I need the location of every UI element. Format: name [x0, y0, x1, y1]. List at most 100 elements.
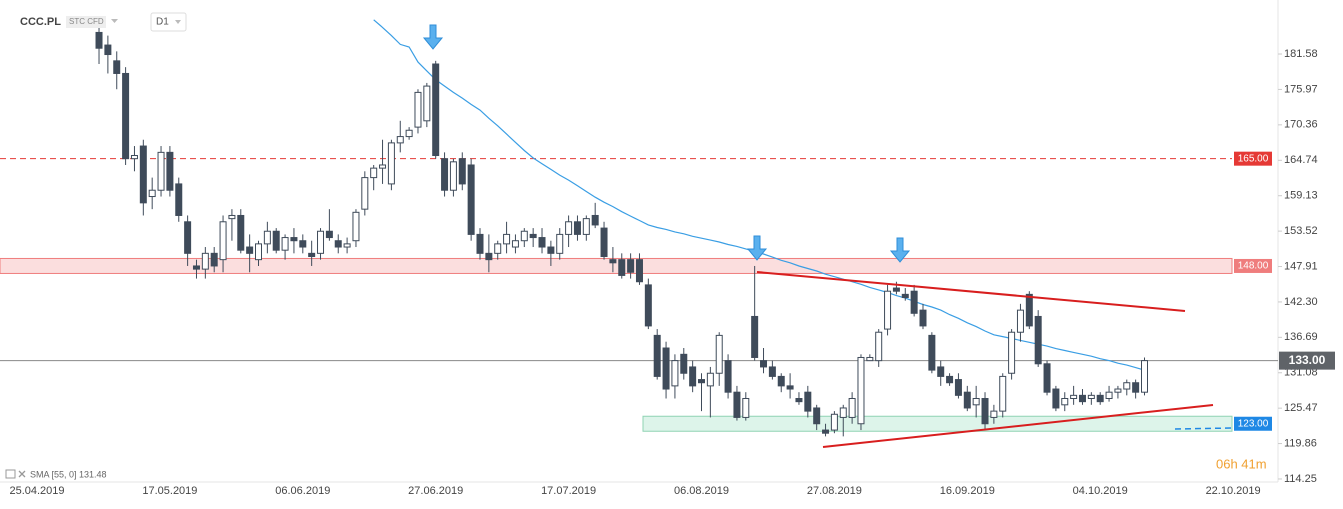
candle-body [671, 360, 679, 387]
level-label-box [1234, 258, 1272, 273]
candle-body [760, 360, 768, 368]
candle-body [618, 259, 626, 276]
candle-body [432, 63, 440, 157]
candle-body [441, 158, 449, 191]
candle-body [246, 246, 254, 254]
candle-body [272, 230, 280, 251]
plot-frame [0, 0, 1279, 483]
candle-body [370, 167, 378, 179]
candle-body [786, 385, 794, 390]
candle-body [689, 366, 697, 387]
timeframe: D1 [156, 17, 169, 28]
candle-body [1078, 394, 1086, 403]
candle-body [308, 252, 316, 257]
candle-body [122, 72, 130, 160]
timer: 06h 41m [1216, 456, 1267, 471]
candle-body [130, 155, 138, 160]
candle-body [184, 221, 192, 254]
y-tick-label: 175.97 [1284, 83, 1318, 95]
level-label: 148.00 [1238, 261, 1269, 272]
candle-body [1016, 309, 1024, 333]
remove-icon[interactable] [18, 470, 26, 478]
x-tick-label: 06.08.2019 [674, 485, 729, 497]
y-tick-label: 136.69 [1284, 331, 1318, 343]
candle-body [875, 331, 883, 362]
y-tick-label: 147.91 [1284, 260, 1318, 272]
candle-body [352, 211, 360, 242]
level-zone [0, 257, 1233, 274]
candle-body [210, 252, 218, 267]
candle-body [981, 398, 989, 425]
dropdown-icon[interactable] [111, 19, 118, 23]
candle-body [255, 243, 262, 261]
candle-body [556, 233, 564, 254]
level-label: 123.00 [1238, 418, 1269, 429]
candle-body [148, 189, 156, 198]
candle-body [591, 214, 599, 226]
candle-body [901, 293, 909, 299]
candle-body [1008, 331, 1016, 374]
candle-body [1034, 315, 1042, 365]
candle-body [662, 347, 670, 390]
y-tick-label: 131.08 [1284, 367, 1318, 379]
indicator-label: SMA [55, 0] 131.48 [30, 469, 107, 479]
candle-body [768, 366, 776, 377]
down-arrow [422, 24, 444, 50]
candle-body [299, 240, 307, 248]
y-tick-label: 170.36 [1284, 119, 1318, 131]
candle-body [1025, 293, 1033, 327]
x-tick-label: 27.06.2019 [408, 485, 463, 497]
dropdown-icon [175, 20, 181, 24]
y-tick-label: 164.74 [1284, 154, 1318, 166]
x-tick-label: 25.04.2019 [9, 485, 64, 497]
candle-body [724, 360, 732, 393]
candle-body [423, 85, 431, 122]
candle-body [228, 214, 236, 220]
down-arrow [746, 235, 768, 261]
header: CCC.PL STC CFD D1 [20, 12, 187, 32]
trendline [822, 404, 1214, 448]
candle-body [325, 230, 333, 239]
candle-body [317, 230, 325, 254]
arrows [422, 24, 911, 263]
candle-body [653, 334, 661, 377]
timeframe-select[interactable] [150, 12, 187, 32]
candle-body [680, 353, 688, 374]
candle-body [1061, 398, 1069, 406]
candle-body [503, 233, 511, 245]
candle-body [476, 233, 484, 254]
candle-body [104, 44, 112, 56]
candle-body [742, 398, 750, 418]
indicator-icon[interactable] [5, 469, 16, 479]
candle-body [644, 284, 652, 327]
candle-body [813, 407, 821, 425]
candle-body [1043, 363, 1051, 393]
candle-body [582, 218, 590, 235]
candle-body [848, 398, 856, 418]
candle-body [396, 136, 404, 144]
candle-body [910, 290, 918, 314]
candle-body [892, 287, 900, 292]
candle-body [1105, 391, 1113, 400]
candle-body [795, 398, 803, 403]
candle-body [529, 233, 537, 239]
candle-body [1114, 388, 1122, 393]
candle-body [839, 407, 847, 418]
badge [66, 16, 106, 28]
candle-body [201, 252, 209, 270]
candle-body [547, 246, 555, 254]
candle-body [822, 429, 830, 434]
candle-body [565, 221, 573, 235]
x-tick-label: 16.09.2019 [940, 485, 995, 497]
current-price-box [1279, 351, 1335, 370]
candle-body [485, 252, 493, 261]
candle-body [1070, 394, 1078, 400]
candle-body [804, 391, 812, 412]
level-label-box [1234, 151, 1272, 166]
candle-body [263, 230, 271, 245]
candle-body [157, 151, 165, 191]
y-tick-label: 125.47 [1284, 402, 1318, 414]
candle-body [1096, 394, 1104, 403]
candle-body [946, 375, 954, 384]
candle-body [139, 145, 147, 204]
